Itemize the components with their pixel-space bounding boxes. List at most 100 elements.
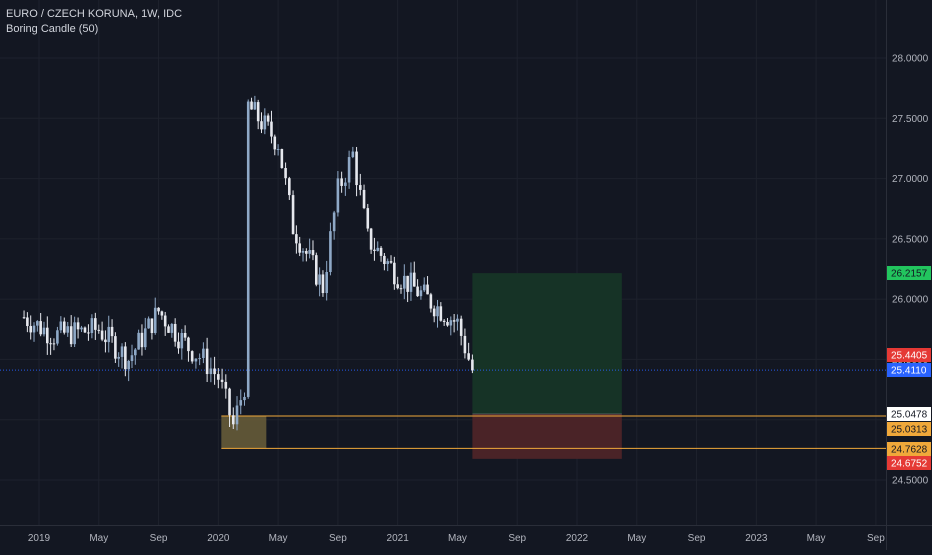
price-label: 25.0478	[891, 410, 928, 421]
y-tick-label: 27.5000	[892, 114, 929, 125]
candle-bull	[147, 318, 150, 329]
candle-bear	[429, 294, 433, 309]
symbol-title[interactable]: EURO / CZECH KORUNA, 1W, IDC	[6, 8, 183, 20]
price-labels: 26.2157 25.4405 25.4110 25.0478 25.0313 24.76…	[887, 266, 931, 470]
candle-bear	[49, 343, 52, 345]
candle-bear	[213, 368, 216, 375]
candle-bear	[396, 284, 399, 289]
x-tick-label: 2021	[387, 533, 410, 544]
candle-bear	[266, 115, 270, 122]
y-tick-label: 24.5000	[892, 476, 929, 487]
candle-bear	[412, 272, 416, 287]
candle-bear	[167, 326, 170, 333]
candle-bear	[220, 379, 224, 382]
x-tick-label: Sep	[329, 533, 347, 544]
candle-bear	[471, 359, 474, 371]
profit-zone	[472, 273, 622, 414]
price-label-box	[887, 363, 931, 377]
candle-bull	[403, 275, 406, 289]
price-label: 26.2157	[891, 269, 928, 280]
candle-bear	[399, 288, 403, 290]
candle-bear	[432, 308, 436, 317]
candle-bear	[298, 243, 301, 253]
candle-bear	[87, 332, 90, 334]
candle-bear	[250, 101, 253, 110]
candle-bear	[228, 388, 231, 416]
candle-bear	[114, 336, 117, 359]
x-tick-label: May	[448, 533, 467, 544]
candle-bear	[62, 321, 66, 333]
candle-bear	[124, 346, 127, 370]
candle-bull	[325, 272, 328, 294]
candle-bear	[315, 255, 318, 285]
candle-bear	[157, 307, 160, 312]
candle-bull	[209, 368, 213, 375]
candle-bull	[386, 261, 390, 265]
candle-bear	[100, 330, 104, 340]
indicator-title[interactable]: Boring Candle (50)	[6, 23, 99, 35]
candle-bull	[329, 231, 332, 273]
zones	[0, 273, 886, 459]
x-tick-label: May	[89, 533, 108, 544]
candle-bear	[94, 318, 97, 330]
candle-bull	[276, 149, 280, 151]
price-label-box	[887, 456, 931, 470]
candle-bear	[110, 326, 114, 337]
candle-bull	[332, 212, 336, 232]
candle-bear	[205, 348, 209, 375]
candle-bull	[243, 396, 246, 401]
price-label-box	[887, 422, 931, 436]
candle-bear	[416, 286, 419, 297]
candle-bull	[180, 332, 184, 349]
candle-bear	[177, 341, 180, 349]
candle-bull	[419, 290, 423, 297]
price-label-box	[887, 442, 931, 456]
candle-bull	[127, 360, 130, 370]
candle-bear	[467, 353, 470, 360]
candle-bear	[291, 195, 295, 235]
candle-bear	[160, 311, 164, 316]
candle-bear	[52, 343, 56, 345]
candle-bear	[29, 326, 32, 333]
candle-bull	[253, 102, 257, 110]
price-label: 24.6752	[891, 459, 928, 470]
candle-bear	[256, 102, 260, 122]
candle-bull	[246, 101, 250, 359]
candle-bear	[273, 136, 277, 150]
candle-bear	[187, 337, 190, 352]
price-label: 24.7628	[891, 445, 928, 456]
candle-bear	[459, 318, 463, 336]
y-tick-label: 28.0000	[892, 54, 929, 65]
candle-bear	[366, 208, 370, 229]
candle-bear	[393, 262, 396, 285]
candle-bear	[284, 167, 287, 179]
candle-bear	[26, 317, 29, 327]
candle-bear	[362, 189, 366, 209]
x-tick-label: Sep	[688, 533, 706, 544]
candle-bull	[336, 178, 340, 213]
price-label: 25.4110	[891, 366, 927, 377]
candle-bear	[373, 249, 376, 251]
candle-bull	[344, 182, 347, 186]
candle-bull	[36, 321, 39, 326]
candle-bear	[311, 250, 315, 256]
candle-bull	[246, 358, 250, 397]
candle-bear	[173, 323, 177, 342]
candle-bear	[389, 261, 393, 263]
candle-bull	[170, 323, 174, 333]
x-tick-label: 2022	[566, 533, 589, 544]
candle-bull	[120, 346, 124, 357]
candle-bull	[56, 330, 59, 344]
candle-bull	[318, 274, 321, 285]
candle-bull	[90, 318, 94, 334]
candle-bull	[198, 358, 201, 360]
candle-bull	[117, 356, 121, 359]
candle-bear	[69, 326, 73, 345]
candle-bear	[321, 274, 325, 294]
candle-bear	[426, 284, 429, 295]
candle-bear	[280, 149, 284, 168]
candle-bear	[442, 320, 446, 322]
